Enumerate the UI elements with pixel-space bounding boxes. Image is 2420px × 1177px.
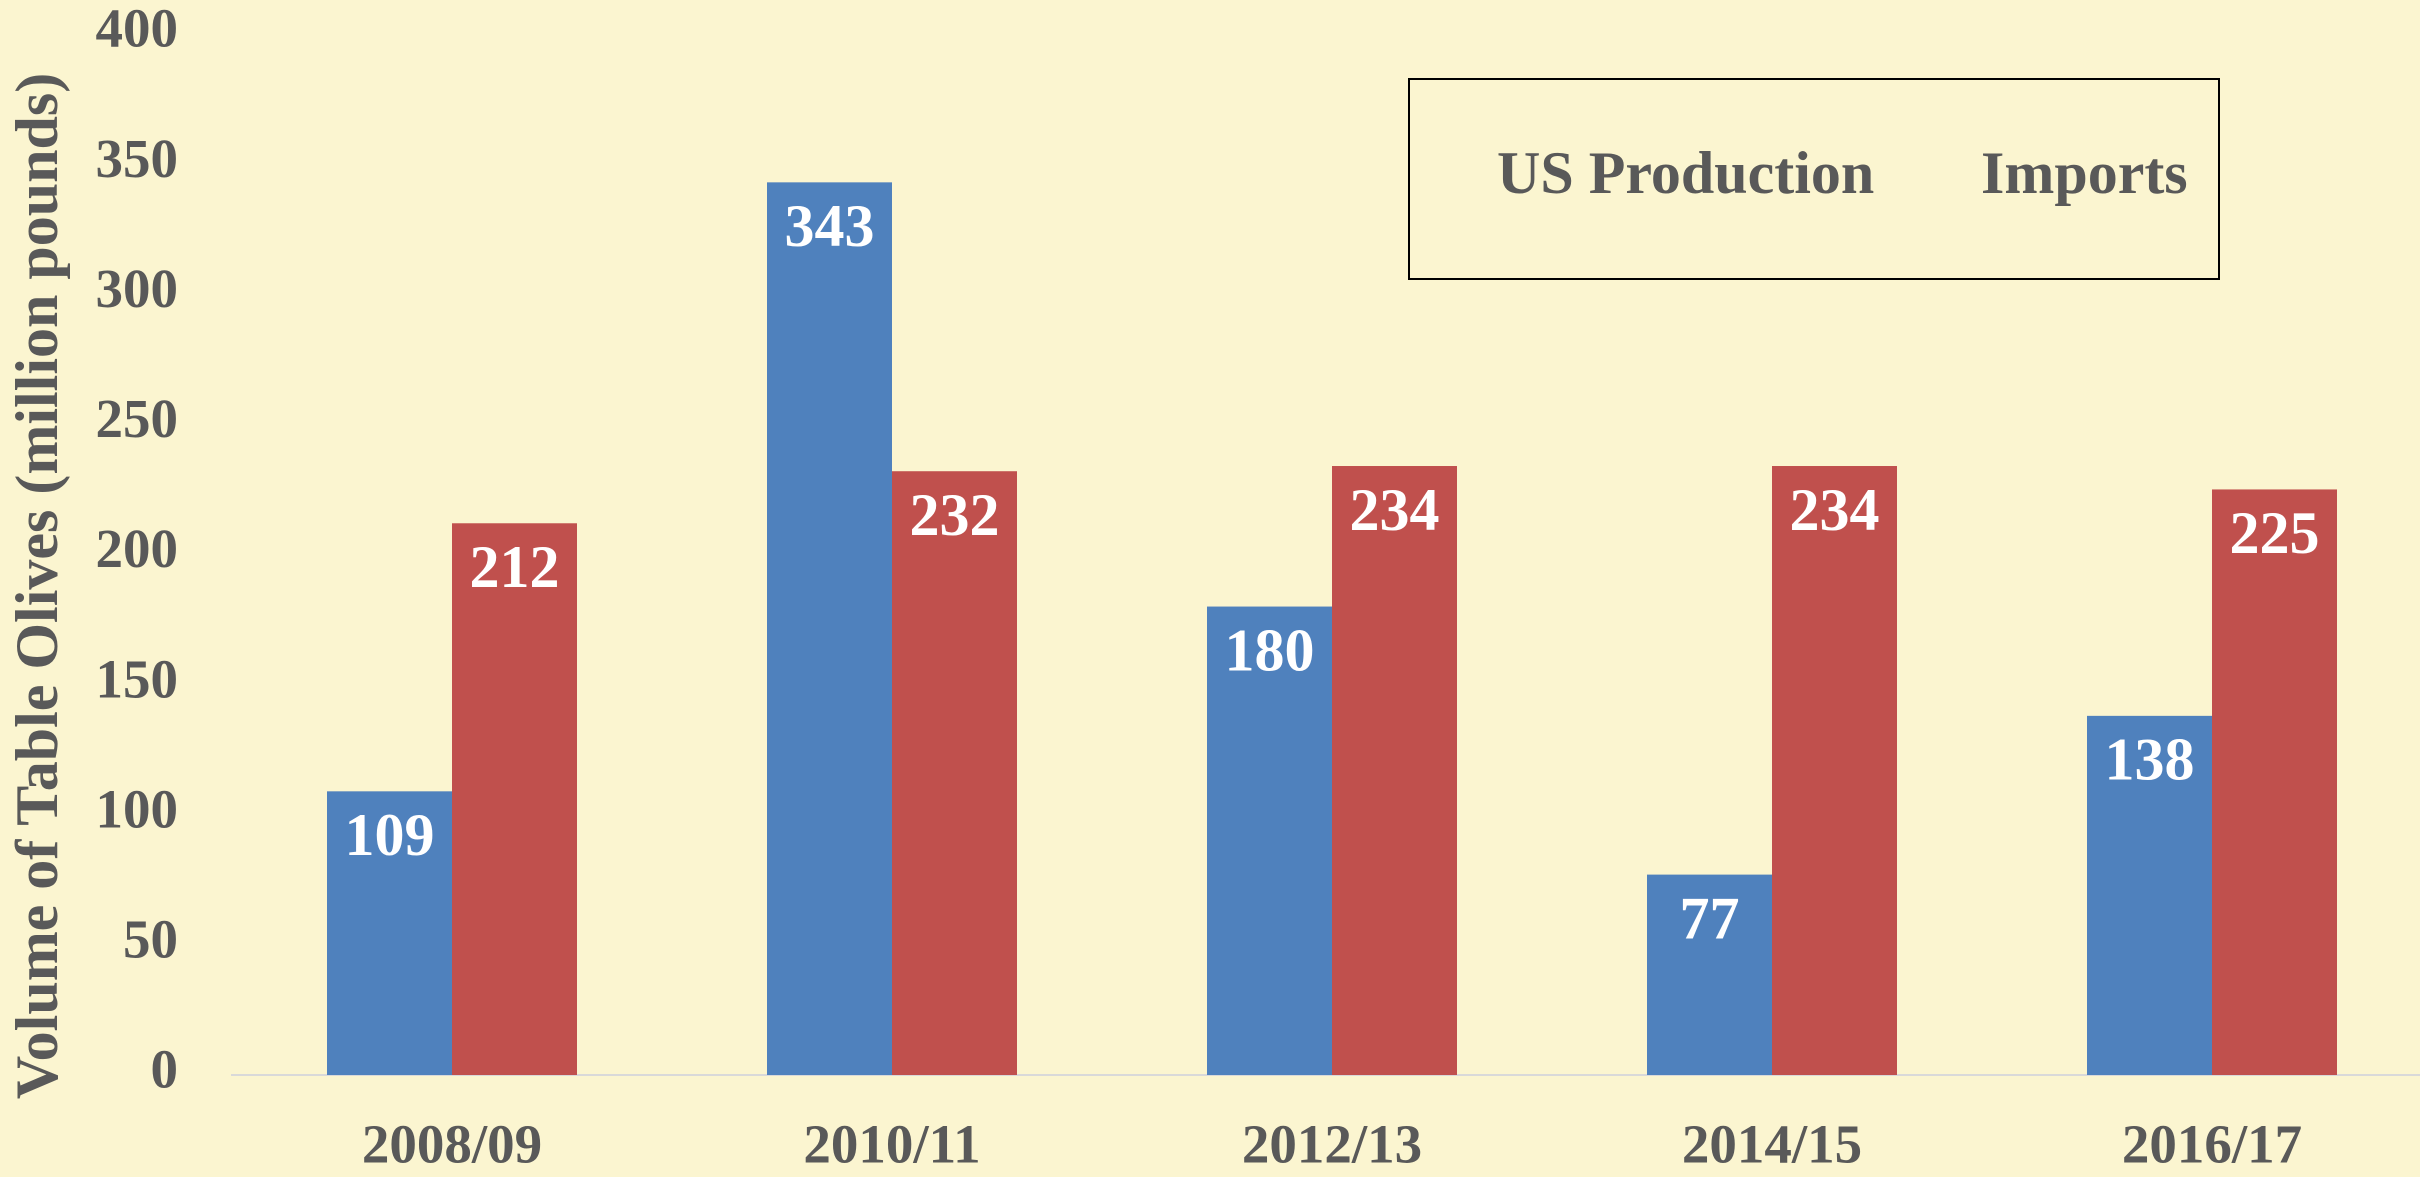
data-label: 234 bbox=[1790, 477, 1880, 543]
y-tick-label: 400 bbox=[96, 0, 179, 59]
y-tick-label: 300 bbox=[96, 258, 179, 319]
data-label: 343 bbox=[785, 193, 875, 259]
data-label: 180 bbox=[1225, 617, 1315, 683]
y-tick-label: 200 bbox=[96, 518, 179, 579]
bar bbox=[767, 182, 892, 1075]
data-label: 234 bbox=[1350, 477, 1440, 543]
y-tick-label: 250 bbox=[96, 388, 179, 449]
y-tick-label: 350 bbox=[96, 128, 179, 189]
data-label: 109 bbox=[345, 802, 435, 868]
y-tick-label: 0 bbox=[151, 1039, 179, 1100]
data-label: 232 bbox=[910, 482, 1000, 548]
bar bbox=[1207, 606, 1332, 1075]
x-tick-label: 2010/11 bbox=[803, 1114, 980, 1175]
y-tick-label: 50 bbox=[123, 909, 178, 970]
bar bbox=[1332, 466, 1457, 1075]
legend-box bbox=[1408, 78, 2220, 280]
data-label: 138 bbox=[2105, 727, 2195, 793]
x-tick-label: 2014/15 bbox=[1682, 1114, 1862, 1175]
bar bbox=[1772, 466, 1897, 1075]
x-tick-label: 2016/17 bbox=[2122, 1114, 2302, 1175]
bar bbox=[2212, 489, 2337, 1075]
data-label: 212 bbox=[470, 534, 560, 600]
y-axis-label: Volume of Table Olives (million pounds) bbox=[4, 73, 70, 1099]
y-tick-label: 150 bbox=[96, 648, 179, 709]
x-tick-label: 2008/09 bbox=[362, 1114, 542, 1175]
data-label: 77 bbox=[1680, 885, 1740, 951]
bar bbox=[452, 523, 577, 1075]
data-label: 225 bbox=[2230, 500, 2320, 566]
bar bbox=[327, 791, 452, 1075]
x-tick-label: 2012/13 bbox=[1242, 1114, 1422, 1175]
bar bbox=[892, 471, 1017, 1076]
bar bbox=[2087, 715, 2212, 1075]
legend-entry: US Production bbox=[1497, 140, 1874, 206]
bar bbox=[1647, 874, 1772, 1075]
legend-entry: Imports bbox=[1981, 140, 2188, 206]
y-tick-label: 100 bbox=[96, 778, 179, 839]
